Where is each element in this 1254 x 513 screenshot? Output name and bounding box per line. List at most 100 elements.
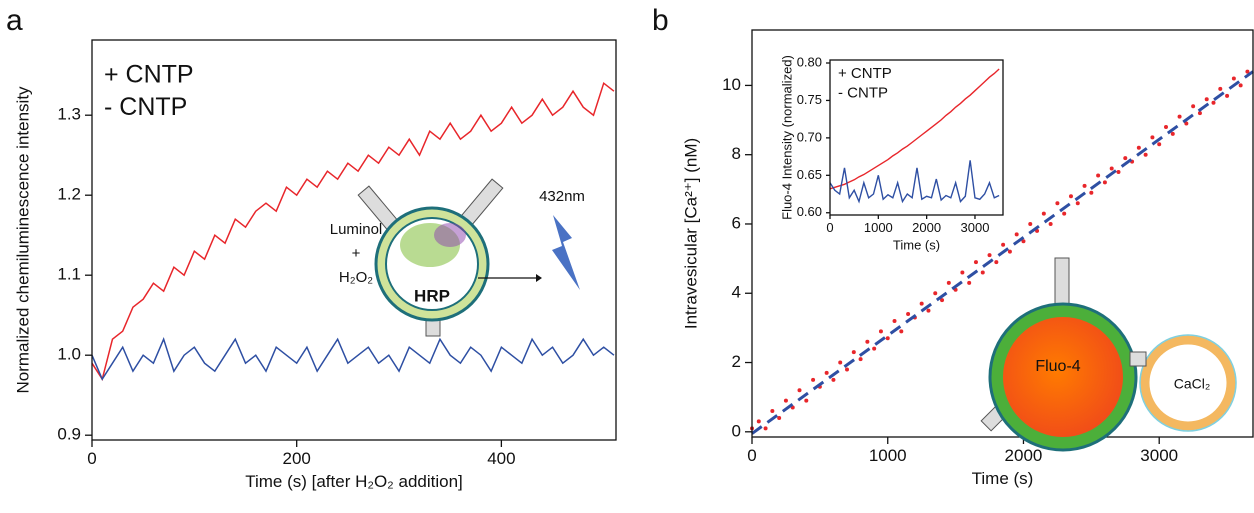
data-point (878, 329, 883, 334)
y-tick-label: 1.0 (57, 345, 81, 364)
annotation: + (352, 245, 361, 262)
x-axis-label: Time (s) [after H₂O₂ addition] (245, 472, 463, 491)
axes-frame (91, 39, 617, 441)
x-tick-label: 400 (487, 449, 515, 468)
data-point (1238, 83, 1243, 88)
data-point (1163, 124, 1168, 129)
legend-entry: - CNTP (104, 93, 187, 121)
annotation: Luminol (330, 221, 383, 238)
panel-label: a (6, 4, 23, 37)
y-tick-label: 0.80 (797, 54, 822, 69)
data-point (946, 280, 951, 285)
data-point (1231, 76, 1236, 81)
vesicle-lumen (1003, 317, 1123, 437)
data-point (885, 336, 890, 341)
data-point (1211, 100, 1216, 105)
data-point (1204, 97, 1209, 102)
annotation: 432nm (539, 188, 585, 205)
nanotube (1129, 351, 1147, 367)
fit-line (751, 70, 1254, 435)
data-line (829, 160, 1000, 204)
x-tick-label: 200 (283, 449, 311, 468)
legend-entry: + CNTP (838, 65, 892, 82)
data-point (1028, 221, 1033, 226)
protein (434, 223, 466, 247)
data-point (1102, 180, 1107, 185)
x-axis-label: Time (s) (972, 469, 1034, 488)
x-tick-label: 3000 (961, 220, 990, 235)
data-point (1109, 166, 1114, 171)
data-point (1245, 69, 1250, 74)
data-point (797, 388, 802, 393)
data-point (1001, 242, 1006, 247)
data-point (756, 419, 761, 424)
labels: a b Luminol + H₂O₂ HRP 432nm Fluo-4 CaCl… (6, 4, 1210, 392)
annotation: HRP (414, 286, 450, 305)
data-point (1123, 156, 1128, 161)
y-tick-label: 6 (732, 213, 741, 232)
x-axis-label: Time (s) (893, 238, 940, 253)
data-point (919, 301, 924, 306)
data-point (865, 339, 870, 344)
x-tick-label: 0 (87, 449, 96, 468)
data-point (1197, 111, 1202, 116)
y-tick-label: 1.2 (57, 185, 81, 204)
inset-background (830, 60, 1003, 215)
data-point (1136, 145, 1141, 150)
data-point (845, 367, 850, 372)
y-tick-label: 8 (732, 144, 741, 163)
y-tick-label: 0.75 (797, 92, 822, 107)
data-layer (750, 69, 1254, 435)
data-point (987, 253, 992, 258)
data-point (1143, 152, 1148, 157)
x-tick-label: 1000 (864, 220, 893, 235)
data-point (906, 312, 911, 317)
y-tick-label: 10 (722, 75, 741, 94)
data-point (1075, 201, 1080, 206)
y-tick-label: 2 (732, 352, 741, 371)
data-line (91, 337, 615, 381)
data-point (1150, 135, 1155, 140)
y-tick-label: 0 (732, 421, 741, 440)
data-point (1068, 194, 1073, 199)
illustrations (357, 178, 1237, 452)
data-point (980, 270, 985, 275)
data-point (858, 357, 863, 362)
x-tick-label: 0 (826, 220, 833, 235)
legend-entry: - CNTP (838, 84, 888, 101)
panel-label: b (652, 4, 669, 37)
y-axis-label: Normalized chemiluminescence intensity (13, 86, 32, 394)
data-point (994, 260, 999, 265)
x-tick-label: 0 (747, 446, 756, 465)
y-axis-label: Fluo-4 Intensity (normalized) (779, 55, 794, 220)
data-point (1225, 93, 1230, 98)
y-tick-label: 4 (732, 283, 741, 302)
data-point (831, 377, 836, 382)
x-tick-label: 2000 (1005, 446, 1043, 465)
data-point (783, 398, 788, 403)
data-point (1177, 114, 1182, 119)
light-bolt (552, 215, 580, 290)
y-tick-label: 1.1 (57, 265, 81, 284)
data-point (1041, 211, 1046, 216)
data-point (851, 350, 856, 355)
data-point (763, 426, 768, 431)
annotation: CaCl₂ (1174, 376, 1211, 392)
data-line (91, 81, 615, 382)
arrow-head (536, 274, 542, 282)
data-point (1021, 239, 1026, 244)
data-point (1170, 131, 1175, 136)
data-point (838, 360, 843, 365)
data-point (892, 318, 897, 323)
axes-frame (751, 29, 1254, 438)
data-point (811, 377, 816, 382)
y-tick-label: 0.70 (797, 129, 822, 144)
vesicle (1140, 335, 1236, 431)
data-point (1014, 232, 1019, 237)
data-point (940, 298, 945, 303)
data-point (1191, 104, 1196, 109)
x-tick-label: 1000 (869, 446, 907, 465)
